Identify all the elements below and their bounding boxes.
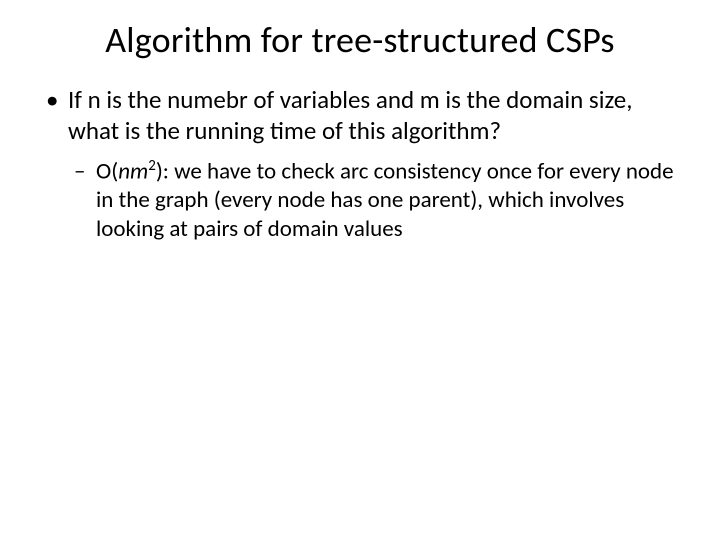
list-item: If n is the numebr of variables and m is… — [40, 84, 680, 243]
big-o-exp: 2 — [148, 157, 156, 175]
list-item: O(nm2): we have to check arc consistency… — [68, 157, 680, 244]
slide-title: Algorithm for tree-structured CSPs — [40, 18, 680, 62]
bullet-text: If n is the numebr of variables and m is… — [68, 84, 632, 146]
bullet-list-level2: O(nm2): we have to check arc consistency… — [68, 157, 680, 244]
bullet-list-level1: If n is the numebr of variables and m is… — [40, 84, 680, 243]
big-o-nm: nm — [118, 157, 148, 185]
big-o-post: ): we have to check arc consistency once… — [96, 157, 674, 243]
big-o-pre: O( — [96, 157, 118, 185]
slide: Algorithm for tree-structured CSPs If n … — [0, 0, 720, 540]
